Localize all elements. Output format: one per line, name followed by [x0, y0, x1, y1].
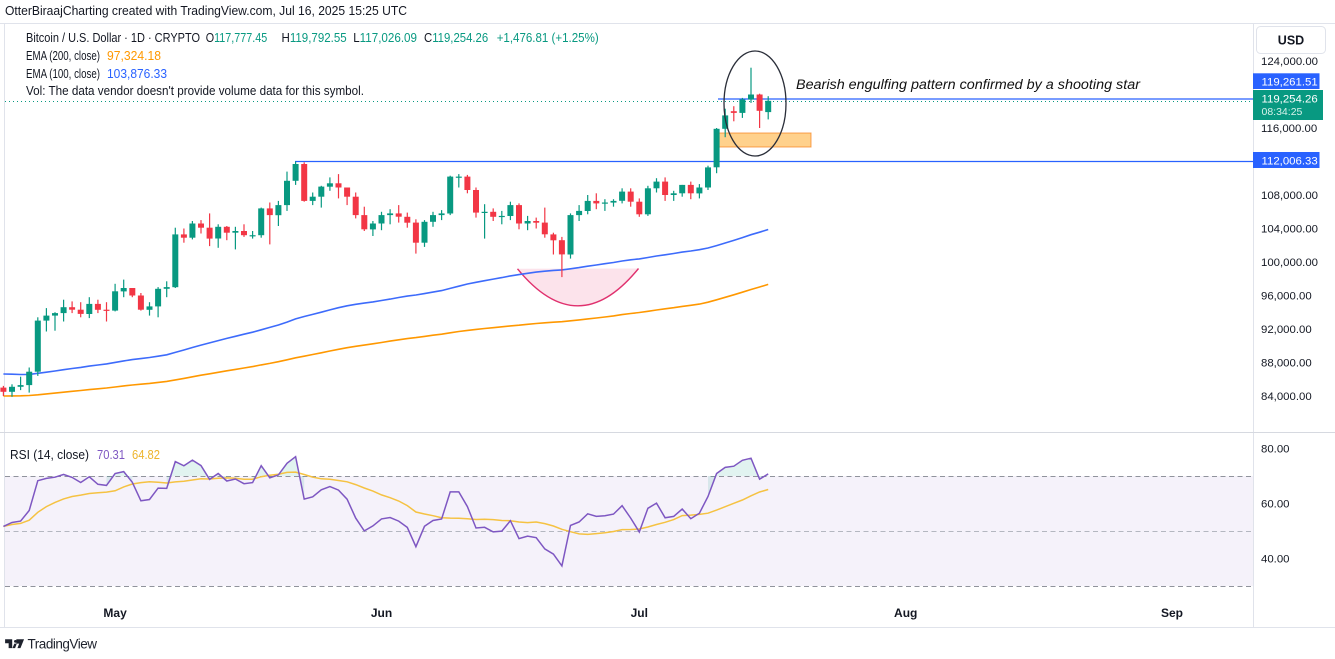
svg-text:60.00: 60.00 [1261, 499, 1290, 511]
svg-text:O117,777.45: O117,777.45 [206, 31, 268, 45]
svg-text:40.00: 40.00 [1261, 554, 1290, 566]
svg-text:+1,476.81 (+1.25%): +1,476.81 (+1.25%) [497, 31, 599, 45]
svg-text:88,000.00: 88,000.00 [1261, 358, 1312, 370]
svg-text:112,006.33: 112,006.33 [1262, 156, 1318, 168]
svg-text:May: May [103, 606, 127, 620]
svg-text:80.00: 80.00 [1261, 444, 1290, 456]
svg-text:Vol: The data vendor doesn't p: Vol: The data vendor doesn't provide vol… [26, 84, 364, 98]
svg-text:64.82: 64.82 [132, 448, 160, 462]
svg-text:C119,254.26: C119,254.26 [424, 31, 488, 45]
svg-text:Aug: Aug [894, 606, 917, 620]
svg-text:97,324.18: 97,324.18 [107, 49, 161, 63]
svg-text:TradingView: TradingView [28, 637, 98, 652]
svg-text:116,000.00: 116,000.00 [1261, 123, 1317, 135]
svg-text:119,254.26: 119,254.26 [1262, 94, 1318, 106]
svg-text:96,000.00: 96,000.00 [1261, 291, 1312, 303]
svg-text:Bearish engulfing pattern conf: Bearish engulfing pattern confirmed by a… [796, 77, 1141, 92]
svg-text:84,000.00: 84,000.00 [1261, 391, 1312, 403]
svg-text:103,876.33: 103,876.33 [107, 67, 167, 81]
svg-text:119,261.51: 119,261.51 [1262, 77, 1318, 89]
svg-text:L117,026.09: L117,026.09 [353, 31, 417, 45]
svg-text:USD: USD [1278, 34, 1304, 48]
svg-text:H119,792.55: H119,792.55 [282, 31, 347, 45]
svg-text:Bitcoin / U.S. Dollar · 1D · C: Bitcoin / U.S. Dollar · 1D · CRYPTO [26, 31, 200, 45]
svg-text:92,000.00: 92,000.00 [1261, 324, 1312, 336]
svg-text:EMA (100, close): EMA (100, close) [26, 67, 100, 81]
svg-text:08:34:25: 08:34:25 [1262, 106, 1303, 118]
svg-text:EMA (200, close): EMA (200, close) [26, 49, 100, 63]
svg-text:108,000.00: 108,000.00 [1261, 190, 1318, 202]
svg-text:RSI (14, close): RSI (14, close) [10, 448, 89, 462]
svg-text:OtterBiraajCharting created wi: OtterBiraajCharting created with Trading… [5, 4, 407, 18]
svg-text:100,000.00: 100,000.00 [1261, 257, 1318, 269]
svg-text:124,000.00: 124,000.00 [1261, 56, 1318, 68]
svg-text:Jun: Jun [371, 606, 392, 620]
svg-text:70.31: 70.31 [97, 448, 125, 462]
svg-text:Jul: Jul [631, 606, 648, 620]
svg-text:104,000.00: 104,000.00 [1261, 224, 1318, 236]
svg-text:Sep: Sep [1161, 606, 1183, 620]
